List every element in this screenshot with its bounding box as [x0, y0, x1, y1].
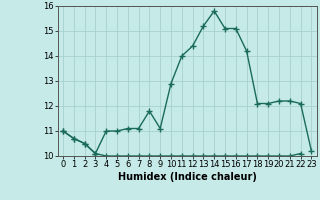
X-axis label: Humidex (Indice chaleur): Humidex (Indice chaleur): [118, 172, 257, 182]
